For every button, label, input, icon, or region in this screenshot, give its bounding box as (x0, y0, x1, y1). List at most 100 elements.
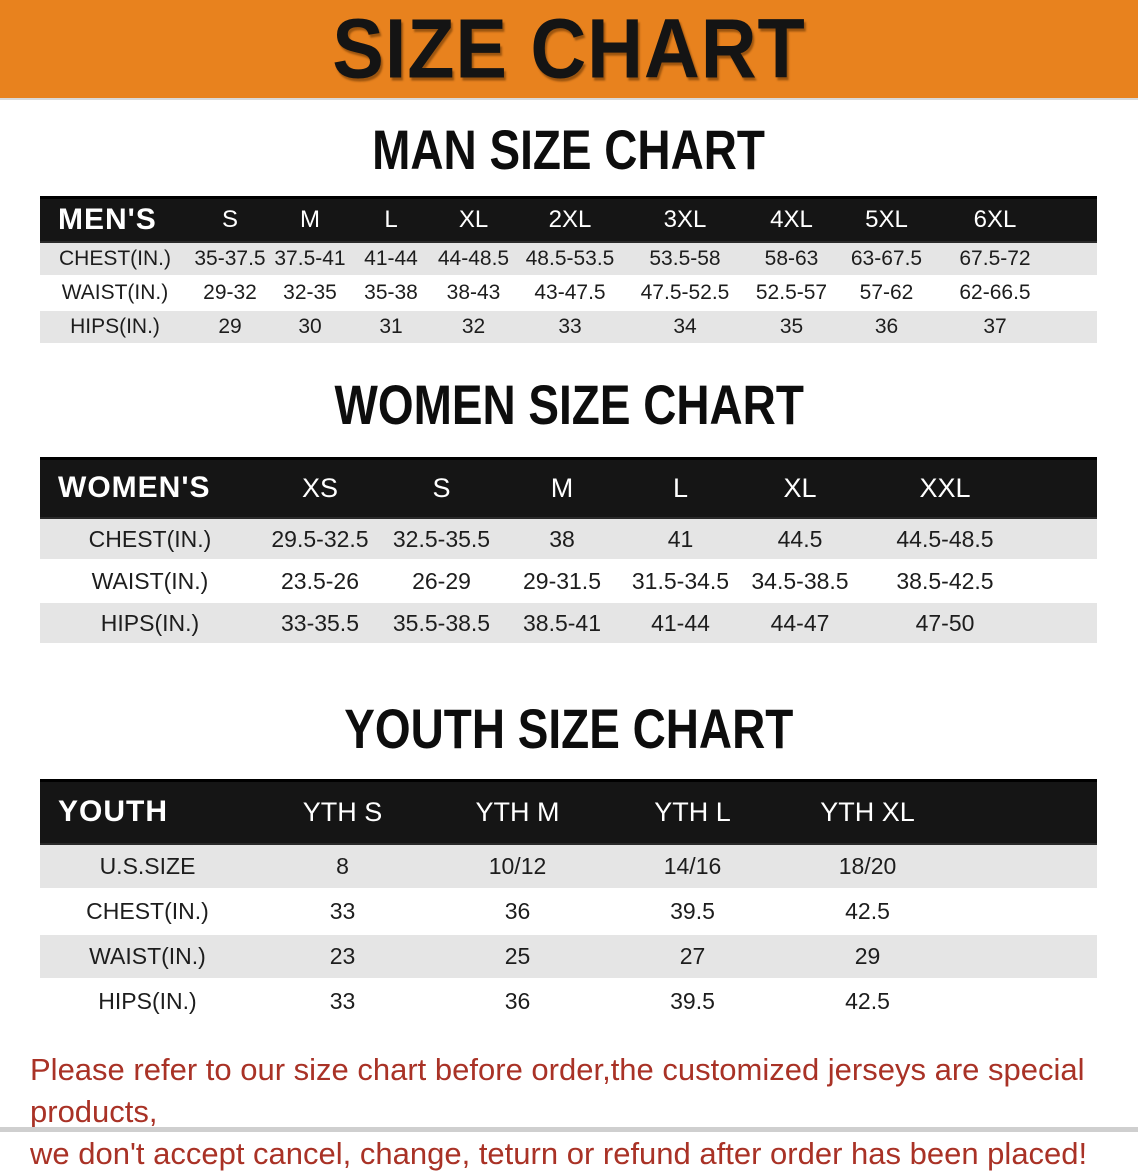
size-table-header-row: YOUTH YTH S YTH M YTH L YTH XL (40, 779, 1097, 845)
size-column-header: YTH XL (780, 779, 955, 845)
spacer-cell (955, 979, 1097, 1024)
size-value-cell: 14/16 (663, 852, 722, 879)
measure-row-label: WAIST(IN.) (89, 942, 206, 969)
size-value-cell: 44.5 (777, 525, 823, 552)
size-value-cell: 29 (854, 942, 881, 969)
table-row: WAIST(IN.) 23 25 27 29 (40, 933, 1097, 979)
size-value-cell: 38.5-41 (522, 609, 601, 636)
size-column-header: 2XL (515, 196, 625, 243)
size-value-cell: 32 (461, 314, 486, 338)
size-value-cell: 36 (504, 987, 531, 1014)
measure-row-label: CHEST(IN.) (86, 897, 209, 924)
size-column-header: YTH L (605, 779, 780, 845)
women-size-table: WOMEN'S XS S M L XL XXL CHEST(IN.) 29.5-32.5 32.5… (40, 456, 1097, 646)
size-value-cell: 63-67.5 (850, 246, 923, 270)
size-value-cell: 30 (298, 314, 322, 338)
size-value-cell: 52.5-57 (755, 280, 828, 304)
order-policy-line-1: Please refer to our size chart before or… (30, 1051, 1085, 1129)
women-size-table-container: WOMEN'S XS S M L XL XXL CHEST(IN.) 29.5-32.5 32.5… (40, 456, 1097, 646)
size-value-cell: 39.5 (670, 897, 715, 924)
size-value-cell: 38.5-42.5 (896, 567, 994, 594)
spacer-cell (955, 889, 1097, 934)
size-value-cell: 29 (218, 314, 242, 338)
size-value-cell: 29-32 (203, 280, 257, 304)
spacer-cell (1055, 242, 1097, 276)
men-size-table-container: MEN'S S M L XL 2XL 3XL 4XL 5XL 6XL CHEST(IN.) 35-37… (40, 196, 1097, 345)
table-row: U.S.SIZE 8 10/12 14/16 18/20 (40, 843, 1097, 889)
section-heading-women: WOMEN SIZE CHART (0, 372, 1138, 436)
table-row: WAIST(IN.) 23.5-26 26-29 29-31.5 31.5-34.5 34… (40, 560, 1097, 602)
size-column-header: S (190, 196, 270, 243)
size-value-cell: 42.5 (845, 987, 890, 1014)
size-value-cell: 35-37.5 (194, 246, 266, 270)
spacer-cell (1030, 602, 1097, 644)
measure-row-label: HIPS(IN.) (70, 314, 160, 338)
size-table-header-row: WOMEN'S XS S M L XL XXL (40, 456, 1097, 519)
size-chart-title: SIZE CHART (332, 1, 806, 97)
measure-row-label: U.S.SIZE (99, 852, 196, 879)
size-value-cell: 57-62 (859, 280, 914, 304)
size-value-cell: 26-29 (412, 567, 471, 594)
size-value-cell: 41-44 (651, 609, 710, 636)
spacer-cell (1055, 196, 1097, 243)
size-column-header: XL (432, 196, 515, 243)
size-value-cell: 38-43 (446, 280, 501, 304)
size-value-cell: 36 (504, 897, 531, 924)
size-value-cell: 35-38 (364, 280, 418, 304)
size-value-cell: 31 (379, 314, 403, 338)
size-column-header: S (380, 456, 503, 519)
spacer-cell (1030, 456, 1097, 519)
spacer-cell (1055, 310, 1097, 344)
table-corner-label: YOUTH (40, 779, 255, 845)
table-row: CHEST(IN.) 33 36 39.5 42.5 (40, 888, 1097, 934)
size-value-cell: 41-44 (364, 246, 418, 270)
measure-row-label: HIPS(IN.) (98, 987, 197, 1014)
measure-row-label: HIPS(IN.) (100, 609, 200, 636)
section-heading-man-text: MAN SIZE CHART (372, 118, 766, 181)
size-value-cell: 23 (329, 942, 356, 969)
size-column-header: M (503, 456, 621, 519)
order-policy-note: Please refer to our size chart before or… (0, 1049, 1138, 1175)
size-value-cell: 32.5-35.5 (392, 525, 491, 552)
youth-size-table-container: YOUTH YTH S YTH M YTH L YTH XL U.S.SIZE 8 10/12… (40, 779, 1097, 1025)
size-column-header: XL (740, 456, 860, 519)
size-value-cell: 62-66.5 (959, 280, 1031, 304)
size-value-cell: 42.5 (845, 897, 890, 924)
size-value-cell: 44-47 (770, 609, 830, 636)
size-value-cell: 33-35.5 (280, 609, 359, 636)
spacer-cell (1055, 276, 1097, 310)
measure-row-label: CHEST(IN.) (59, 246, 171, 270)
size-column-header: YTH S (255, 779, 430, 845)
size-value-cell: 58-63 (764, 246, 819, 270)
size-value-cell: 35 (779, 314, 804, 338)
men-size-table: MEN'S S M L XL 2XL 3XL 4XL 5XL 6XL CHEST(IN.) 35-37… (40, 196, 1097, 345)
size-value-cell: 37.5-41 (274, 246, 346, 270)
size-value-cell: 36 (874, 314, 899, 338)
size-value-cell: 33 (329, 987, 356, 1014)
size-value-cell: 37 (983, 314, 1007, 338)
measure-row-label: WAIST(IN.) (61, 280, 169, 304)
size-column-header: 5XL (838, 196, 935, 243)
youth-size-table: YOUTH YTH S YTH M YTH L YTH XL U.S.SIZE 8 10/12… (40, 779, 1097, 1025)
size-value-cell: 32-35 (283, 280, 337, 304)
order-policy-line-2: we don't accept cancel, change, teturn o… (30, 1135, 1088, 1171)
size-chart-banner: SIZE CHART (0, 0, 1138, 100)
section-heading-man: MAN SIZE CHART (0, 118, 1138, 181)
table-row: WAIST(IN.) 29-32 32-35 35-38 38-43 43-47.5 47.… (40, 275, 1097, 310)
size-value-cell: 10/12 (488, 852, 547, 879)
size-value-cell: 18/20 (838, 852, 897, 879)
section-heading-women-text: WOMEN SIZE CHART (334, 372, 804, 436)
table-row: HIPS(IN.) 33-35.5 35.5-38.5 38.5-41 41-44 44-… (40, 602, 1097, 644)
size-value-cell: 33 (329, 897, 356, 924)
size-value-cell: 31.5-34.5 (631, 567, 730, 594)
table-row: CHEST(IN.) 29.5-32.5 32.5-35.5 38 41 44.5 44.5… (40, 518, 1097, 560)
size-value-cell: 47-50 (915, 609, 975, 636)
size-value-cell: 34 (673, 314, 697, 338)
spacer-cell (955, 779, 1097, 845)
size-column-header: L (621, 456, 740, 519)
bottom-edge-line (0, 1127, 1138, 1132)
size-column-header: XS (260, 456, 380, 519)
size-value-cell: 29.5-32.5 (271, 525, 369, 552)
size-value-cell: 53.5-58 (649, 246, 721, 270)
table-row: HIPS(IN.) 29 30 31 32 33 34 35 36 37 (40, 309, 1097, 344)
